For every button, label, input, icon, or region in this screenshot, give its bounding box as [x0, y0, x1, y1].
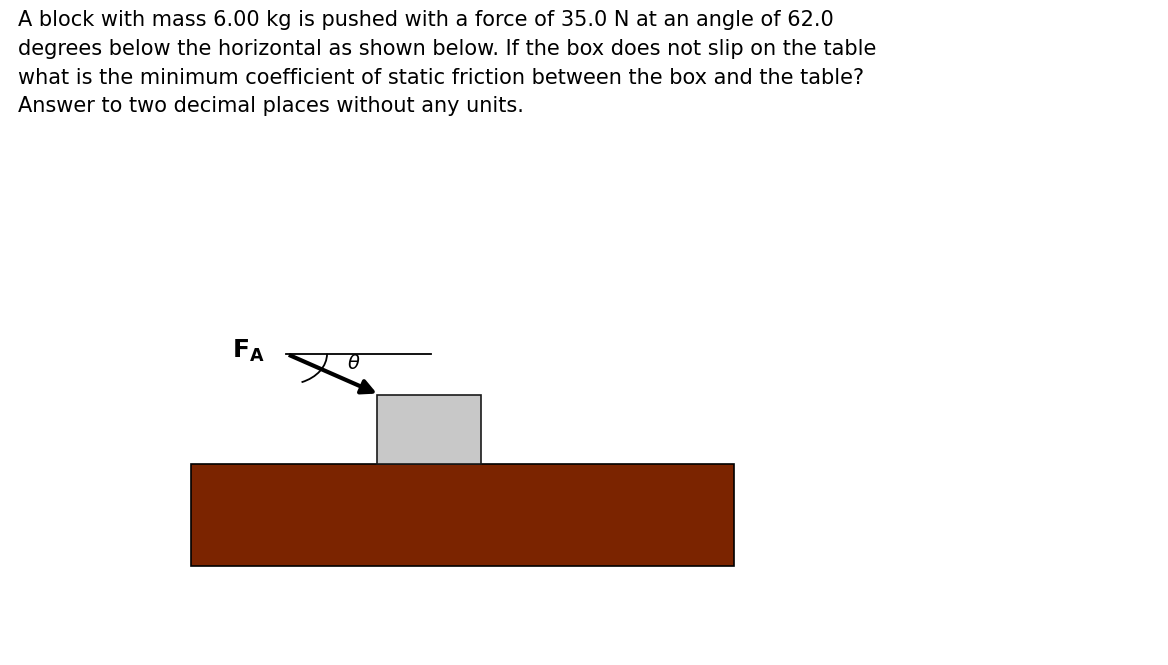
Text: F$_\mathregular{A}$: F$_\mathregular{A}$	[232, 338, 265, 364]
Text: $\theta$: $\theta$	[347, 354, 361, 374]
Bar	[377, 395, 481, 464]
Text: A block with mass 6.00 kg is pushed with a force of 35.0 N at an angle of 62.0
d: A block with mass 6.00 kg is pushed with…	[18, 10, 876, 116]
Bar	[192, 464, 735, 567]
